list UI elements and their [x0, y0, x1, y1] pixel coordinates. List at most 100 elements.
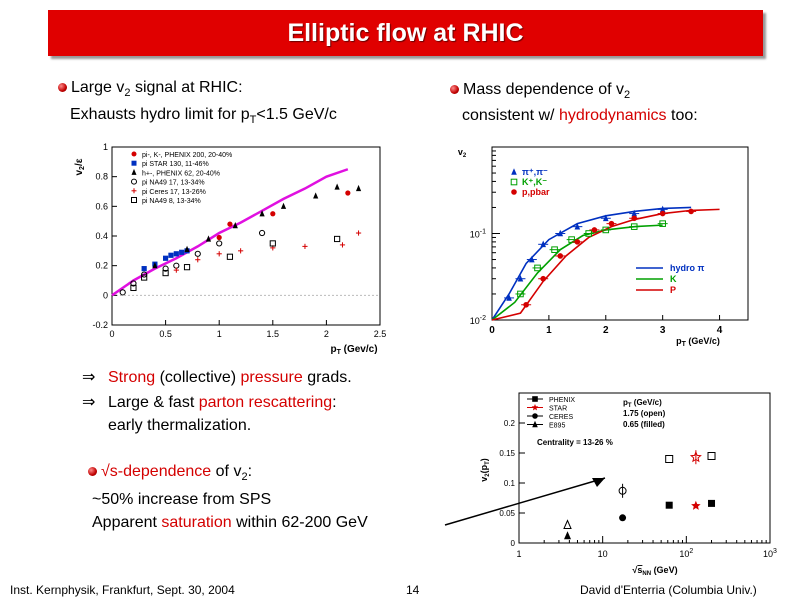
- y-tick-label: 0.8: [95, 172, 108, 182]
- slide-title-bar: Elliptic flow at RHIC: [48, 10, 763, 56]
- y-tick-label: 0.6: [95, 201, 108, 211]
- implication-2-end: :: [332, 394, 337, 411]
- plot-frame: [518, 392, 771, 544]
- data-point: [608, 220, 615, 227]
- y-tick-label: 10-2: [470, 315, 486, 326]
- legend-marker: [131, 188, 137, 194]
- left-bullet-sub: 2: [124, 87, 131, 99]
- data-point-open: [665, 455, 674, 463]
- data-point: [162, 265, 169, 272]
- x-tick-label: 102: [679, 548, 693, 559]
- data-point: [568, 236, 575, 243]
- data-point: [173, 267, 179, 273]
- footer-left: Inst. Kernphysik, Frankfurt, Sept. 30, 2…: [10, 583, 235, 597]
- mass-dependence-chart: 0 1 2 3 4 10-2 10-1 pT (GeV/c) v2 π⁺,π⁻K⁺,K⁻p,pba…: [458, 146, 749, 348]
- legend-marker: [131, 151, 137, 157]
- y-axis-label: v2: [458, 147, 467, 159]
- data-point: [557, 253, 564, 259]
- data-point: [195, 257, 201, 263]
- data-point-filled: [665, 501, 673, 509]
- data-point: [517, 274, 524, 282]
- right-bullet-line2-suffix: too:: [666, 107, 698, 124]
- x-tick-label: 2.5: [374, 329, 387, 339]
- data-point: [119, 289, 126, 296]
- x-tick-label: 10: [598, 549, 608, 559]
- x-tick-label: 0: [109, 329, 114, 339]
- data-point: [551, 246, 558, 253]
- x-tick-label: 103: [763, 548, 777, 559]
- pointer-arrow: [444, 477, 606, 526]
- x-tick-label: 0: [489, 325, 495, 336]
- data-point: [152, 262, 158, 269]
- legend-label: K: [670, 274, 677, 284]
- data-point: [270, 211, 276, 217]
- x-axis-label: pT (GeV/c): [676, 336, 720, 348]
- legend-label: PHENIX: [549, 397, 575, 404]
- data-point-open: [563, 519, 572, 529]
- implication-2-pre: Large & fast: [108, 394, 199, 411]
- data-point: [216, 240, 223, 247]
- implication-2-line2: early thermalization.: [108, 417, 252, 434]
- y-tick-label: 0: [103, 290, 108, 300]
- legend-marker: [532, 396, 538, 402]
- data-point: [529, 255, 535, 263]
- data-point: [630, 223, 638, 230]
- legend-label: CERES: [549, 414, 573, 421]
- right-bullet-sub: 2: [624, 89, 631, 101]
- data-point: [258, 229, 266, 237]
- y-tick-label: -0.2: [92, 320, 108, 330]
- data-point-filled: [691, 500, 701, 510]
- legend-label: P: [670, 285, 676, 295]
- y-tick-label: 10-1: [470, 229, 486, 240]
- annotation-pt: pT (GeV/c): [623, 398, 662, 409]
- data-point: [591, 227, 598, 233]
- left-bullet-line1: Large v2 signal at RHIC:: [58, 78, 243, 103]
- left-bullet-suffix: signal at RHIC:: [130, 79, 243, 96]
- sqrt-bullet-line3-end: within 62-200 GeV: [231, 514, 368, 531]
- legend-marker: [131, 197, 137, 203]
- data-point-filled: [564, 531, 572, 540]
- sqrt-bullet-end: :: [247, 463, 253, 480]
- y-tick-label: 0.05: [499, 509, 515, 518]
- legend-label: pi NA49 17, 13-34%: [142, 180, 205, 187]
- data-point-open: [707, 452, 716, 460]
- footer-right: David d'Enterria (Columbia Univ.): [580, 583, 757, 597]
- y-tick-label: 0.1: [504, 479, 516, 488]
- strong-highlight: Strong: [108, 369, 156, 386]
- data-point: [659, 220, 666, 227]
- data-point: [173, 251, 179, 257]
- implication-1-end: grads.: [302, 369, 352, 386]
- implies-arrow-icon: ⇒: [82, 394, 96, 411]
- legend-label: pi-, K-, PHENIX 200, 20-40%: [142, 152, 232, 159]
- data-point: [334, 183, 340, 190]
- annotation-open: 1.75 (open): [623, 409, 666, 418]
- data-point: [313, 192, 319, 199]
- data-point: [659, 210, 666, 217]
- left-bullet-line2-sub: T: [249, 114, 257, 126]
- page-number: 14: [406, 583, 420, 597]
- implies-arrow-icon: ⇒: [82, 369, 96, 386]
- data-point-filled: [708, 499, 716, 507]
- sqrt-bullet-sub: 2: [241, 471, 248, 483]
- x-tick-label: 1: [546, 325, 552, 336]
- legend-marker: [531, 404, 539, 411]
- parton-rescattering-highlight: parton rescattering: [198, 394, 333, 411]
- data-point: [517, 290, 524, 298]
- y-tick-label: 0: [511, 539, 516, 548]
- x-tick-label: 0.5: [159, 329, 172, 339]
- data-point: [163, 255, 169, 261]
- legend-marker: [131, 160, 137, 166]
- data-point: [557, 229, 564, 237]
- sqrt-bullet-line3: Apparent saturation within 62-200 GeV: [92, 513, 368, 533]
- data-point: [227, 221, 233, 227]
- legend-marker: [131, 168, 137, 175]
- data-point-open: [689, 450, 702, 463]
- x-axis-label: √sNN (GeV): [632, 565, 677, 577]
- data-point: [205, 235, 212, 242]
- data-point: [540, 275, 546, 282]
- data-point: [184, 245, 190, 252]
- legend-marker: [532, 420, 538, 428]
- data-point: [168, 252, 174, 258]
- data-point: [141, 274, 148, 281]
